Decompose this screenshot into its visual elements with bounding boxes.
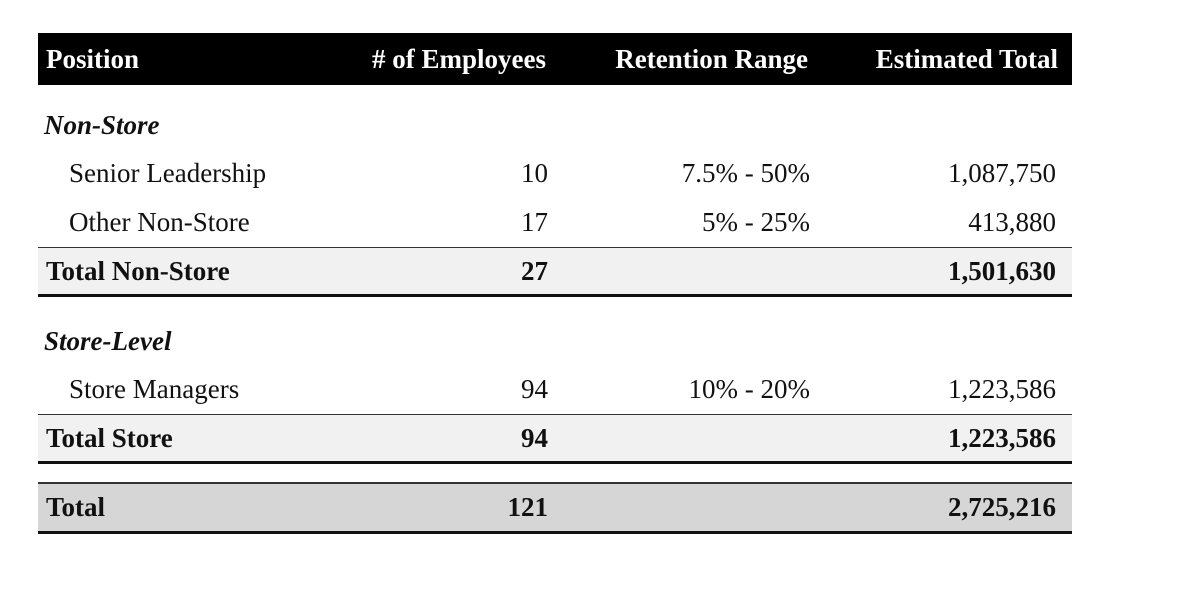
row-retention: 7.5% - 50% <box>681 158 810 188</box>
row-position: Store Managers <box>69 374 240 404</box>
row-estimated: 1,223,586 <box>948 374 1056 404</box>
grand-total-row: Total 121 2,725,216 <box>38 482 1072 534</box>
row-employees: 17 <box>521 207 548 237</box>
row-employees: 10 <box>521 158 548 188</box>
row-estimated: 413,880 <box>968 207 1056 237</box>
table-header-row: Position # of Employees Retention Range … <box>38 33 1072 85</box>
row-retention: 10% - 20% <box>688 374 810 404</box>
subtotal-row-non-store: Total Non-Store 27 1,501,630 <box>38 247 1072 297</box>
header-retention: Retention Range <box>615 43 808 74</box>
row-retention: 5% - 25% <box>702 207 810 237</box>
subtotal-employees: 27 <box>521 255 548 286</box>
table-row: Senior Leadership 10 7.5% - 50% 1,087,75… <box>38 149 1072 198</box>
grand-total-estimated: 2,725,216 <box>948 492 1056 522</box>
row-position: Other Non-Store <box>69 207 250 237</box>
row-position: Senior Leadership <box>69 158 267 188</box>
subtotal-label: Total Store <box>46 422 173 453</box>
subtotal-estimated: 1,223,586 <box>948 422 1056 453</box>
retention-table: Position # of Employees Retention Range … <box>38 33 1072 534</box>
section-title-non-store: Non-Store <box>38 101 1072 149</box>
header-position: Position <box>46 43 140 74</box>
subtotal-label: Total Non-Store <box>46 255 230 286</box>
row-estimated: 1,087,750 <box>948 158 1056 188</box>
section-title: Store-Level <box>44 325 172 356</box>
subtotal-estimated: 1,501,630 <box>948 255 1056 286</box>
subtotal-row-store: Total Store 94 1,223,586 <box>38 414 1072 464</box>
row-employees: 94 <box>521 374 548 404</box>
subtotal-employees: 94 <box>521 422 548 453</box>
grand-total-employees: 121 <box>507 492 549 522</box>
header-employees: # of Employees <box>372 43 546 74</box>
table-row: Store Managers 94 10% - 20% 1,223,586 <box>38 365 1072 414</box>
section-title-store-level: Store-Level <box>38 317 1072 365</box>
section-title: Non-Store <box>44 109 160 140</box>
header-estimated: Estimated Total <box>875 43 1058 74</box>
grand-total-label: Total <box>46 492 106 522</box>
table-row: Other Non-Store 17 5% - 25% 413,880 <box>38 198 1072 247</box>
